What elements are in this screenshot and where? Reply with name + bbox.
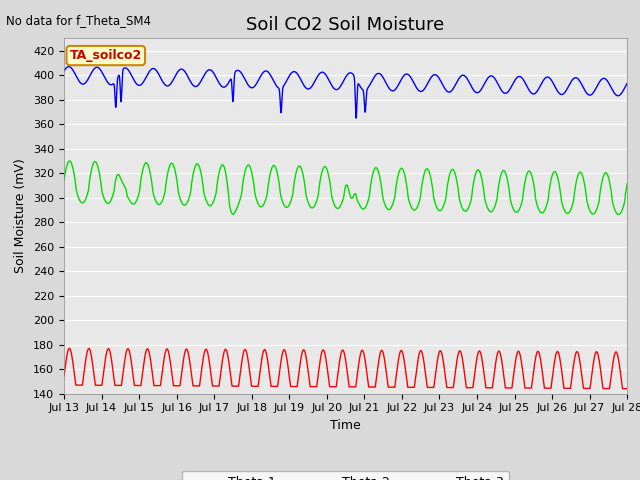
Text: No data for f_Theta_SM4: No data for f_Theta_SM4 xyxy=(6,14,152,27)
Y-axis label: Soil Moisture (mV): Soil Moisture (mV) xyxy=(15,158,28,274)
X-axis label: Time: Time xyxy=(330,419,361,432)
Title: Soil CO2 Soil Moisture: Soil CO2 Soil Moisture xyxy=(246,16,445,34)
Text: TA_soilco2: TA_soilco2 xyxy=(70,49,142,62)
Legend: Theta 1, Theta 2, Theta 3: Theta 1, Theta 2, Theta 3 xyxy=(182,471,509,480)
